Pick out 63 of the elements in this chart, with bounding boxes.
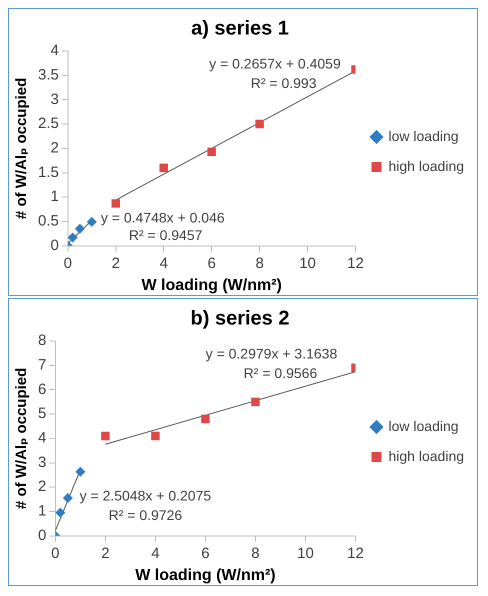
point: [74, 224, 85, 234]
y-tick-label: 6: [38, 380, 46, 398]
legend-label: low loading: [388, 128, 459, 144]
annotation: R² = 0.9457: [128, 226, 203, 243]
x-tick-label: 12: [347, 544, 364, 562]
annotation: R² = 0.993: [250, 74, 317, 91]
x-tick-label: 4: [160, 254, 168, 272]
annotation: y = 0.2979x + 3.1638: [206, 345, 338, 362]
x-axis-title: W loading (W/nm²): [141, 276, 282, 294]
point: [151, 432, 160, 440]
legend-label: high loading: [388, 158, 464, 174]
y-axis-title: # of W/Alₚ occupied: [13, 368, 30, 510]
point: [68, 232, 78, 243]
y-tick-label: 2: [50, 140, 59, 157]
point: [207, 148, 216, 156]
x-tick-label: 10: [297, 544, 314, 562]
y-tick-label: 4: [38, 430, 46, 447]
annotation: R² = 0.9566: [244, 364, 318, 381]
y-tick-label: 5: [38, 405, 46, 422]
chart-title: a) series 1: [191, 18, 289, 40]
point: [75, 466, 86, 477]
y-tick-label: 7: [38, 356, 46, 374]
y-tick-label: 1.5: [38, 164, 59, 181]
y-tick-label: 3: [38, 454, 46, 471]
point: [255, 120, 264, 128]
y-tick-label: 1: [50, 188, 59, 206]
annotation: y = 0.2657x + 0.4059: [209, 55, 341, 72]
y-tick-label: 1: [38, 502, 46, 520]
point: [101, 432, 110, 440]
point: [86, 216, 97, 227]
x-tick-label: 6: [208, 254, 216, 272]
legend-label: low loading: [388, 418, 459, 434]
annotation: y = 0.4748x + 0.046: [100, 209, 225, 226]
y-tick-label: 0: [50, 236, 59, 254]
point: [55, 508, 66, 518]
y-axis-title: # of W/Alₚ occupied: [13, 78, 30, 220]
point: [159, 164, 168, 172]
annotation: R² = 0.9726: [108, 507, 182, 524]
y-tick-label: 3.5: [38, 66, 59, 84]
point: [112, 199, 120, 208]
x-tick-label: 2: [101, 544, 110, 562]
x-tick-label: 8: [255, 254, 264, 272]
y-tick-label: 0: [38, 526, 46, 544]
y-tick-label: 2.5: [38, 115, 59, 132]
x-tick-label: 8: [251, 544, 260, 562]
y-tick-label: 3: [50, 90, 59, 108]
x-tick-label: 4: [151, 544, 160, 562]
x-tick-label: 12: [347, 254, 364, 272]
x-axis-title: W loading (W/nm²): [135, 566, 276, 584]
legend-label: high loading: [388, 448, 464, 464]
point: [62, 493, 73, 504]
x-tick-label: 6: [201, 544, 210, 562]
point: [201, 414, 210, 424]
x-tick-label: 10: [299, 254, 316, 272]
y-tick-label: 8: [38, 332, 46, 350]
annotation: y = 2.5048x + 0.2075: [80, 488, 212, 504]
point: [251, 398, 260, 406]
y-tick-label: 0.5: [38, 212, 59, 230]
x-tick-label: 0: [64, 254, 72, 272]
x-tick-label: 2: [112, 254, 120, 272]
y-tick-label: 4: [50, 42, 59, 60]
y-tick-label: 2: [38, 478, 46, 496]
chart-title: b) series 2: [190, 308, 290, 330]
